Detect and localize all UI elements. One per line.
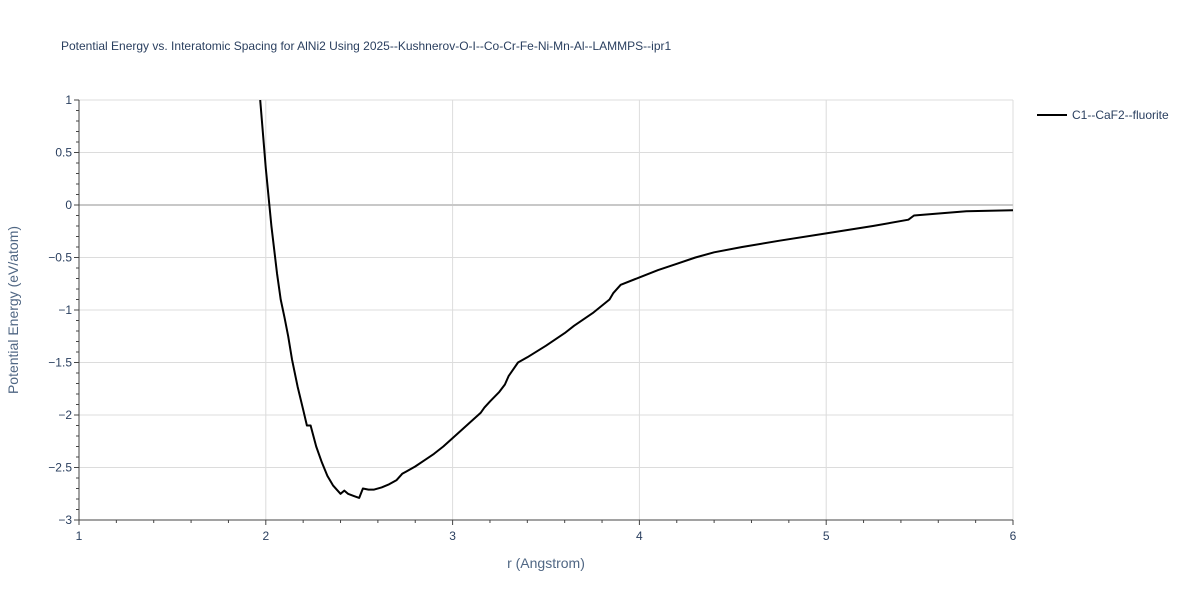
y-tick-label: −1.5	[48, 356, 72, 370]
series-line	[259, 100, 1013, 499]
x-tick-label: 3	[449, 529, 456, 543]
y-tick-label: −3	[58, 513, 72, 527]
x-tick-label: 1	[76, 529, 83, 543]
axes	[74, 99, 1014, 525]
x-tick-label: 4	[636, 529, 643, 543]
y-tick-label: −2	[58, 408, 72, 422]
y-tick-label: 1	[65, 93, 72, 107]
chart-title: Potential Energy vs. Interatomic Spacing…	[61, 39, 672, 53]
x-axis-label: r (Angstrom)	[507, 555, 585, 571]
series-lines	[259, 100, 1013, 499]
x-tick-label: 2	[262, 529, 269, 543]
y-axis-label: Potential Energy (eV/atom)	[5, 226, 21, 394]
tick-labels: 1 2 3 4 5 6 1 0.5 0 −0.5 −1 −1.5 −2 −2.5 −3	[48, 93, 1016, 543]
y-tick-label: −1	[58, 303, 72, 317]
x-tick-label: 5	[823, 529, 830, 543]
x-tick-label: 6	[1010, 529, 1017, 543]
y-tick-label: −0.5	[48, 251, 72, 265]
legend-label: C1--CaF2--fluorite	[1072, 108, 1169, 122]
y-tick-label: 0.5	[55, 146, 72, 160]
y-tick-label: −2.5	[48, 461, 72, 475]
grid	[79, 99, 1014, 520]
y-tick-label: 0	[65, 198, 72, 212]
legend: C1--CaF2--fluorite	[1037, 108, 1169, 122]
